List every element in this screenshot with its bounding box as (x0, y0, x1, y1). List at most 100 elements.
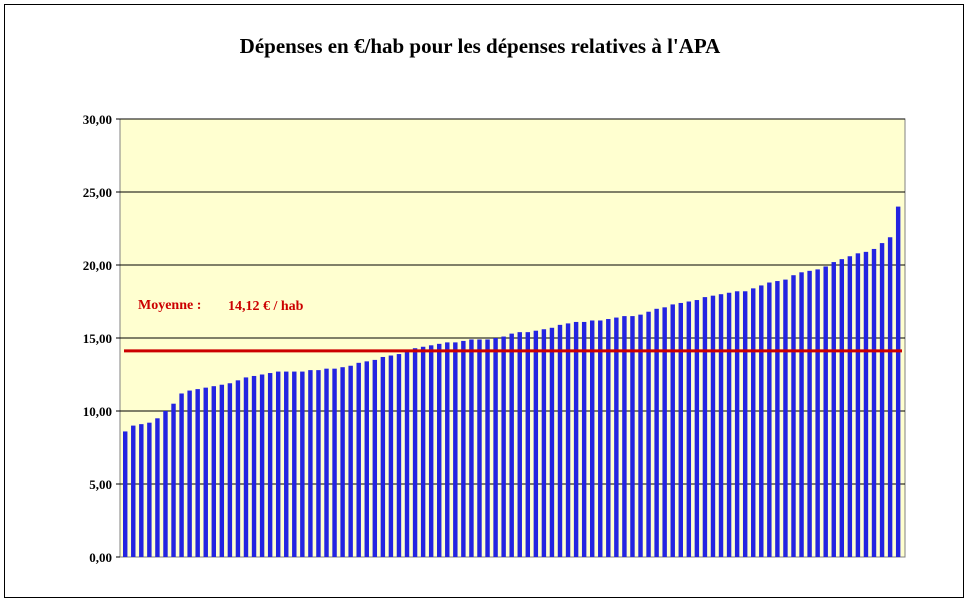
bar (332, 368, 337, 557)
bar (557, 324, 563, 557)
bar (171, 403, 176, 557)
bar (589, 320, 595, 557)
bar (445, 342, 450, 557)
bar (702, 297, 708, 557)
bar (259, 374, 265, 557)
bar (694, 300, 700, 557)
bar (300, 371, 305, 557)
bar (364, 361, 369, 557)
bar (533, 330, 539, 557)
bar (453, 342, 458, 557)
bar (195, 389, 200, 557)
bar (428, 345, 434, 557)
bar (734, 291, 740, 557)
bar (573, 321, 579, 557)
bar (292, 371, 297, 557)
bar (710, 295, 716, 557)
bar (887, 237, 893, 557)
bar (123, 431, 128, 557)
bar (807, 270, 812, 557)
bar (308, 370, 313, 557)
bar (863, 251, 869, 558)
bar (783, 279, 788, 557)
bar (469, 339, 474, 557)
average-label: Moyenne : (138, 298, 201, 313)
bar (404, 351, 410, 557)
y-tick-label: 25,00 (83, 185, 112, 200)
bar (879, 243, 885, 557)
y-tick-label: 30,00 (83, 112, 112, 127)
bar (823, 266, 828, 557)
bar (638, 314, 643, 557)
bar (380, 356, 386, 557)
bar (767, 282, 772, 557)
bar (606, 319, 611, 557)
bar (501, 336, 506, 557)
bar (678, 302, 683, 557)
bar (477, 339, 482, 557)
bar (267, 373, 273, 557)
bar (726, 292, 732, 557)
bar (670, 304, 675, 557)
bar (581, 321, 587, 557)
bar (396, 354, 402, 557)
bar (493, 338, 498, 557)
bar (340, 367, 345, 557)
bar (485, 339, 490, 557)
bars (123, 206, 901, 558)
bar (372, 359, 378, 557)
bar (517, 332, 522, 557)
bar (412, 348, 418, 557)
bar (316, 370, 321, 557)
bar (759, 285, 764, 557)
chart-title: Dépenses en €/hab pour les dépenses rela… (239, 34, 721, 58)
bar (815, 269, 820, 557)
bar (525, 332, 531, 557)
bar (187, 390, 192, 557)
bar (662, 307, 667, 557)
bar (243, 377, 249, 557)
bar (147, 422, 152, 557)
bar (855, 253, 861, 557)
bar (871, 248, 877, 557)
bar (509, 333, 514, 557)
bar (227, 383, 233, 557)
bar (437, 343, 442, 557)
bar (799, 272, 804, 557)
average-value-label: 14,12 € / hab (228, 299, 304, 314)
bar (139, 424, 144, 557)
bar (179, 393, 184, 557)
bar (718, 294, 724, 557)
bar (654, 308, 659, 557)
bar (131, 425, 136, 557)
bar (155, 418, 160, 557)
y-tick-label: 0,00 (89, 550, 112, 565)
bar (356, 362, 361, 557)
bar (324, 368, 329, 557)
bar (203, 387, 208, 557)
bar (630, 316, 635, 557)
bar (839, 259, 845, 557)
y-axis-ticks: 0,00 5,00 10,00 15,00 20,00 25,00 30,00 (83, 112, 120, 565)
bar (235, 380, 241, 557)
bar (598, 320, 603, 557)
bar (284, 371, 289, 557)
bar (549, 327, 555, 557)
bar (163, 411, 168, 557)
bar (219, 384, 225, 557)
bar (622, 316, 627, 557)
y-tick-label: 15,00 (83, 331, 112, 346)
bar (646, 311, 651, 557)
bar (388, 355, 394, 557)
bar (831, 262, 836, 557)
y-tick-label: 20,00 (83, 258, 112, 273)
y-tick-label: 10,00 (83, 404, 112, 419)
bar (420, 346, 426, 557)
bar (614, 317, 619, 557)
bar (541, 329, 547, 557)
bar (791, 275, 796, 557)
bar (751, 288, 756, 557)
bar (461, 340, 466, 557)
bar (686, 301, 692, 557)
bar (275, 371, 281, 557)
